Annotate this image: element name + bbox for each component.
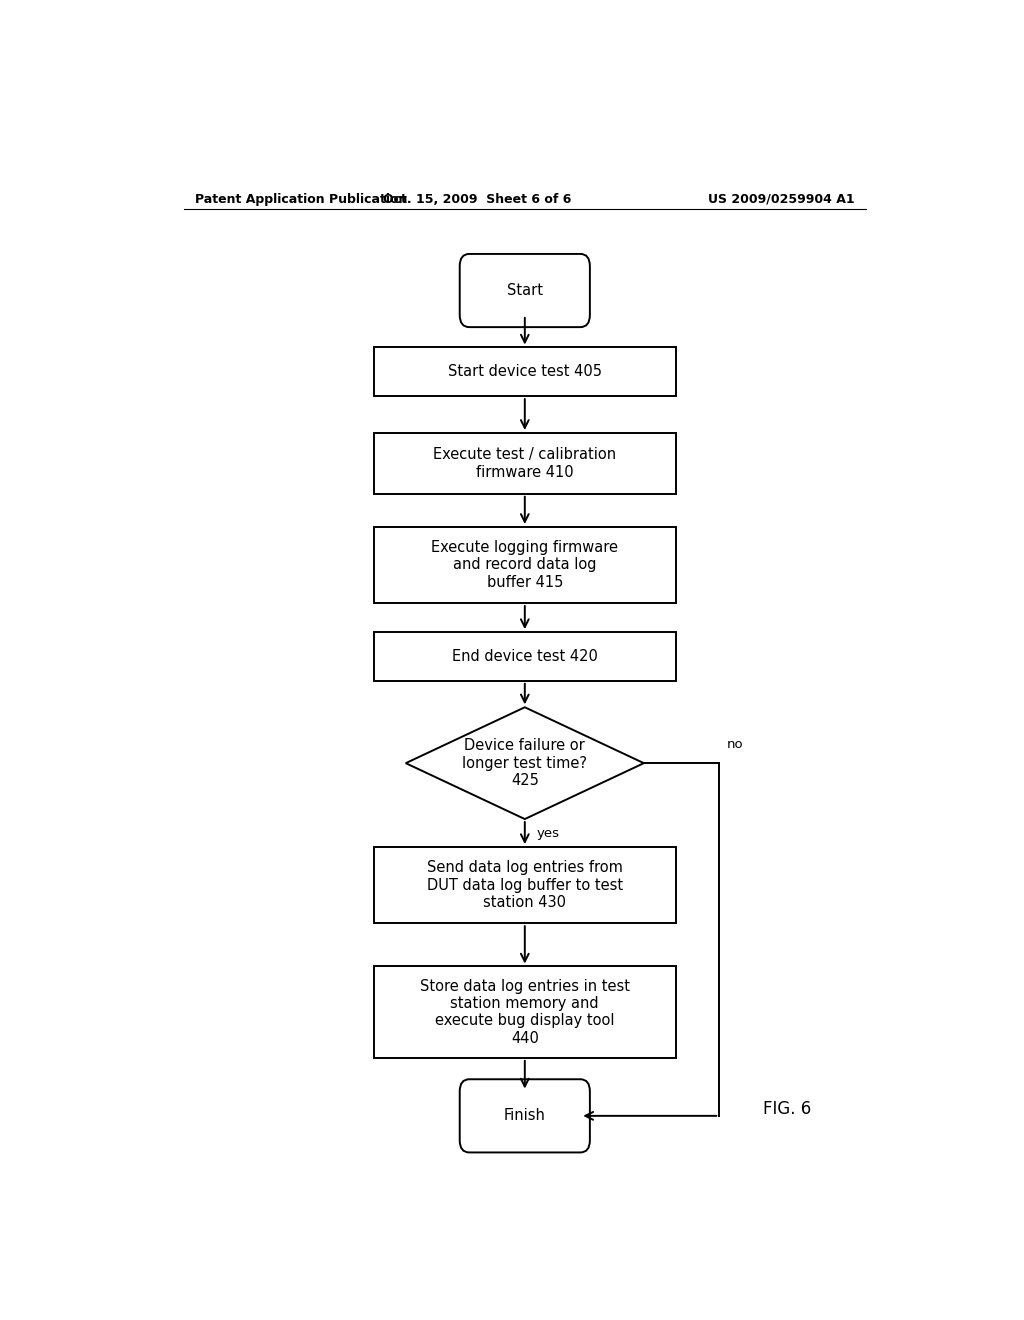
Text: Execute logging firmware
and record data log
buffer 415: Execute logging firmware and record data… (431, 540, 618, 590)
Text: Oct. 15, 2009  Sheet 6 of 6: Oct. 15, 2009 Sheet 6 of 6 (383, 193, 571, 206)
Text: Send data log entries from
DUT data log buffer to test
station 430: Send data log entries from DUT data log … (427, 861, 623, 909)
Text: Start: Start (507, 282, 543, 298)
Polygon shape (406, 708, 644, 818)
Text: no: no (727, 738, 743, 751)
Bar (374, 847, 676, 923)
Text: Execute test / calibration
firmware 410: Execute test / calibration firmware 410 (433, 447, 616, 479)
Text: Patent Application Publication: Patent Application Publication (196, 193, 408, 206)
Text: FIG. 6: FIG. 6 (763, 1100, 811, 1118)
Bar (374, 632, 676, 681)
Bar (374, 527, 676, 603)
Bar (374, 347, 676, 396)
Text: Device failure or
longer test time?
425: Device failure or longer test time? 425 (462, 738, 588, 788)
Text: US 2009/0259904 A1: US 2009/0259904 A1 (708, 193, 854, 206)
Text: yes: yes (537, 828, 560, 841)
Bar (374, 966, 676, 1057)
Bar (374, 433, 676, 494)
Text: Finish: Finish (504, 1109, 546, 1123)
FancyBboxPatch shape (460, 253, 590, 327)
FancyBboxPatch shape (460, 1080, 590, 1152)
Text: Store data log entries in test
station memory and
execute bug display tool
440: Store data log entries in test station m… (420, 978, 630, 1045)
Text: Start device test 405: Start device test 405 (447, 364, 602, 379)
Text: End device test 420: End device test 420 (452, 649, 598, 664)
